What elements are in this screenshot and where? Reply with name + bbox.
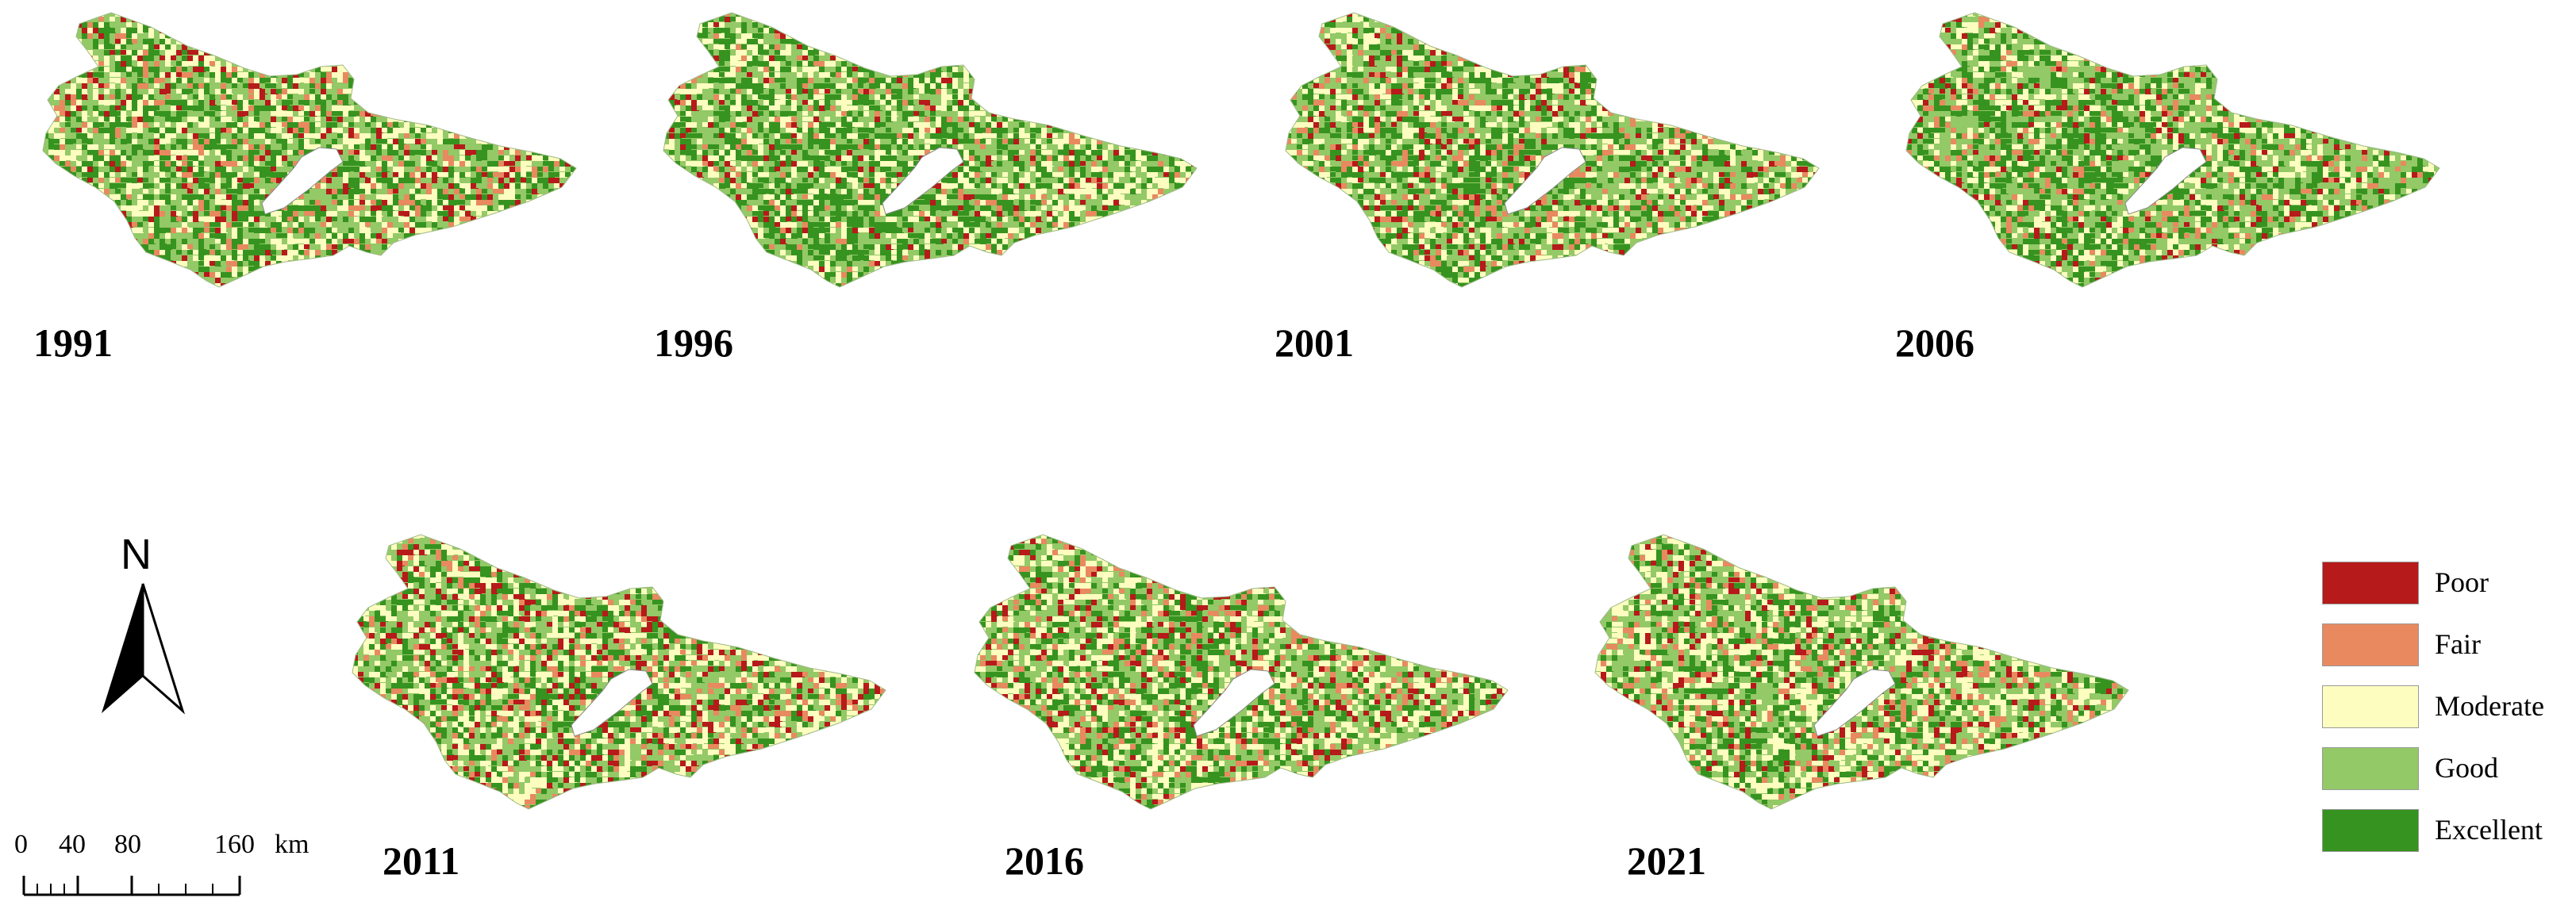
map-panel-2001 xyxy=(1275,0,1846,317)
year-label: 2006 xyxy=(1895,323,1974,363)
year-label: 2021 xyxy=(1627,841,1706,880)
legend: Poor Fair Moderate Good Excellent xyxy=(2322,562,2568,863)
year-label: 2001 xyxy=(1275,323,1354,363)
year-label: 2011 xyxy=(383,841,459,880)
north-arrow-icon xyxy=(101,583,186,715)
legend-swatch xyxy=(2322,623,2419,666)
scale-unit: km xyxy=(275,831,309,858)
legend-swatch xyxy=(2322,562,2419,604)
year-label: 1996 xyxy=(654,323,733,363)
map-panel-2016 xyxy=(963,522,1535,839)
legend-label: Moderate xyxy=(2435,692,2544,720)
legend-item-excellent: Excellent xyxy=(2322,809,2568,854)
map-2016 xyxy=(974,534,1509,810)
legend-item-fair: Fair xyxy=(2322,623,2568,668)
legend-item-poor: Poor xyxy=(2322,562,2568,606)
map-panel-1996 xyxy=(652,0,1224,317)
legend-item-good: Good xyxy=(2322,747,2568,792)
map-2021 xyxy=(1594,534,2129,810)
legend-label: Good xyxy=(2435,754,2498,782)
year-label: 2016 xyxy=(1005,841,1084,880)
map-2001 xyxy=(1285,12,1820,288)
map-2011 xyxy=(352,534,886,810)
scale-bar xyxy=(22,876,241,896)
legend-swatch xyxy=(2322,685,2419,728)
legend-item-moderate: Moderate xyxy=(2322,685,2568,730)
map-1996 xyxy=(663,12,1198,288)
legend-label: Fair xyxy=(2435,630,2481,658)
map-1991 xyxy=(42,12,577,288)
scale-tick-label: 0 xyxy=(14,831,28,858)
map-panel-2021 xyxy=(1584,522,2155,839)
north-label: N xyxy=(121,533,152,576)
map-panel-2011 xyxy=(341,522,913,839)
map-panel-2006 xyxy=(1895,0,2466,317)
year-label: 1991 xyxy=(33,323,113,363)
scale-tick-label: 160 xyxy=(214,831,255,858)
map-panel-1991 xyxy=(32,0,603,317)
scale-tick-label: 80 xyxy=(114,831,141,858)
map-2006 xyxy=(1905,12,2440,288)
legend-label: Poor xyxy=(2435,568,2489,597)
legend-label: Excellent xyxy=(2435,815,2543,844)
legend-swatch xyxy=(2322,747,2419,790)
scale-tick-label: 40 xyxy=(59,831,86,858)
legend-swatch xyxy=(2322,809,2419,852)
